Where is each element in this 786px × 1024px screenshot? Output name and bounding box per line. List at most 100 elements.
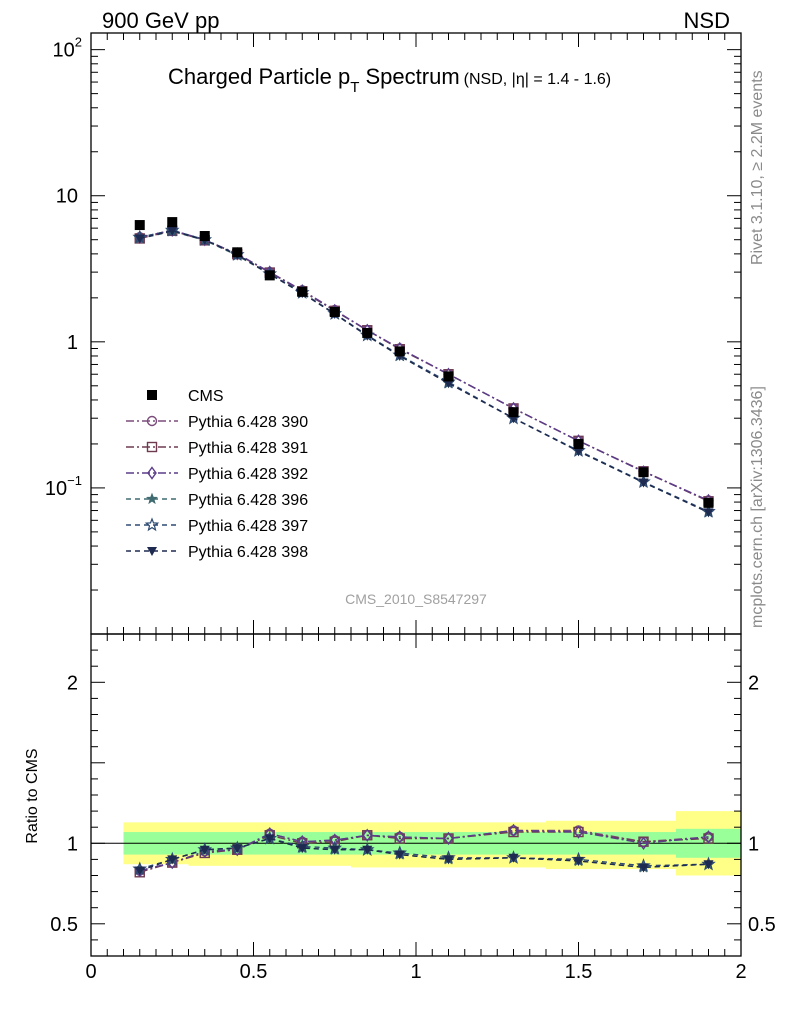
legend-entry: Pythia 6.428 392 xyxy=(126,466,308,483)
main-title: Charged Particle pT Spectrum (NSD, |η| = … xyxy=(168,64,611,96)
data-point xyxy=(638,467,649,478)
y-tick-label: 2 xyxy=(67,672,78,694)
y-tick-label-exponent: −1 xyxy=(67,473,82,488)
series-line xyxy=(139,229,709,502)
rivet-version-label: Rivet 3.1.10, ≥ 2.2M events xyxy=(749,70,766,265)
analysis-id-label: CMS_2010_S8547297 xyxy=(345,591,487,607)
ratio-series-point xyxy=(167,855,178,865)
data-point xyxy=(199,231,210,242)
legend-entry: Pythia 6.428 398 xyxy=(126,544,308,561)
legend-label: Pythia 6.428 391 xyxy=(188,440,308,457)
ratio-series-point xyxy=(297,844,308,854)
ratio-series-point xyxy=(362,828,373,842)
main-title-part2: Spectrum xyxy=(359,64,459,89)
ratio-series-point xyxy=(703,830,714,844)
ratio-series-point xyxy=(573,857,584,867)
data-point xyxy=(297,286,308,297)
ratio-series-point xyxy=(329,845,340,855)
x-tick-label: 0 xyxy=(85,961,96,983)
legend-marker xyxy=(145,492,159,505)
ratio-panel-series xyxy=(132,823,716,878)
series-pythia-6-428-392 xyxy=(134,223,714,508)
ratio-series-point xyxy=(232,844,243,854)
ratio-plot-border xyxy=(90,633,742,957)
legend: CMS Pythia 6.428 390 Pythia 6.428 391 Pythi… xyxy=(126,388,308,561)
ratio-y-axis-label: Ratio to CMS xyxy=(24,748,41,843)
ratio-series-point xyxy=(264,834,275,844)
ratio-series-point xyxy=(638,863,649,873)
legend-entry: Pythia 6.428 391 xyxy=(126,440,308,457)
series-point xyxy=(134,234,145,244)
series-point xyxy=(167,226,178,236)
legend-marker xyxy=(146,441,158,453)
series-line xyxy=(139,230,709,502)
x-tick-label: 1 xyxy=(410,961,421,983)
ratio-panel-frame xyxy=(90,633,742,957)
series-point xyxy=(443,379,454,389)
data-point xyxy=(362,327,373,338)
legend-entry: Pythia 6.428 396 xyxy=(126,492,308,509)
y-tick-label-base: 10 xyxy=(53,40,75,62)
ratio-series-point xyxy=(508,853,519,863)
legend-label: Pythia 6.428 390 xyxy=(188,414,308,431)
legend-marker xyxy=(144,517,160,532)
legend-entry: Pythia 6.428 397 xyxy=(126,517,308,535)
legend-marker xyxy=(147,547,157,556)
series-line xyxy=(139,230,709,514)
x-tick-label: 0.5 xyxy=(240,961,268,983)
data-point xyxy=(508,407,519,418)
y-tick-label: 1 xyxy=(67,332,78,354)
y-tick-label-right: 2 xyxy=(748,672,759,694)
legend-label: Pythia 6.428 398 xyxy=(188,544,308,561)
y-tick-label-right: 1 xyxy=(748,833,759,855)
legend-marker xyxy=(146,415,158,427)
ratio-series-point xyxy=(638,836,649,850)
ratio-panel-axis-ticks: 0 0.5 1 1.5 2 0.5 0.5 1 1 2 2 xyxy=(50,633,776,983)
data-point xyxy=(167,217,178,228)
series-cms-data xyxy=(134,217,714,508)
x-tick-label: 2 xyxy=(735,961,746,983)
legend-label: CMS xyxy=(188,388,224,405)
ratio-series-point xyxy=(134,866,145,876)
x-tick-label: 1.5 xyxy=(565,961,593,983)
ratio-series-point xyxy=(199,845,210,855)
data-point xyxy=(264,270,275,281)
data-point xyxy=(134,220,145,231)
series-point xyxy=(703,508,714,518)
legend-marker xyxy=(147,390,157,400)
main-title-part1: Charged Particle p xyxy=(168,64,350,89)
y-tick-label-base: 10 xyxy=(56,186,78,208)
series-point xyxy=(638,478,649,488)
mcplots-credit-label: mcplots.cern.ch [arXiv:1306.3436] xyxy=(749,386,766,628)
ratio-series-point xyxy=(443,855,454,865)
ratio-series-point xyxy=(573,825,584,839)
main-panel-series xyxy=(132,217,716,518)
y-tick-label-right: 0.5 xyxy=(748,914,776,936)
legend-entry-cms: CMS xyxy=(147,388,224,405)
y-tick-label-base: 1 xyxy=(67,332,78,354)
data-point xyxy=(394,346,405,357)
legend-label: Pythia 6.428 397 xyxy=(188,518,308,535)
series-line xyxy=(139,229,709,502)
main-title-suffix: (NSD, |η| = 1.4 - 1.6) xyxy=(464,71,611,88)
ratio-series-line xyxy=(139,829,709,872)
legend-label: Pythia 6.428 396 xyxy=(188,492,308,509)
process-label: NSD xyxy=(684,8,730,33)
ratio-series-point xyxy=(508,823,519,838)
y-tick-label: 10−1 xyxy=(45,473,82,500)
ratio-series-line xyxy=(139,837,709,872)
ratio-series-point xyxy=(443,831,454,846)
main-title-subscript: T xyxy=(350,79,359,96)
data-point xyxy=(443,371,454,382)
y-tick-label: 10 xyxy=(56,186,78,208)
legend-marker xyxy=(147,466,157,480)
energy-label: 900 GeV pp xyxy=(102,8,219,33)
y-tick-label-base: 10 xyxy=(45,478,67,500)
y-tick-label: 1 xyxy=(67,833,78,855)
y-tick-label: 0.5 xyxy=(50,914,78,936)
legend-entry: Pythia 6.428 390 xyxy=(126,414,308,431)
data-point xyxy=(573,438,584,449)
ratio-series-point xyxy=(394,850,405,860)
